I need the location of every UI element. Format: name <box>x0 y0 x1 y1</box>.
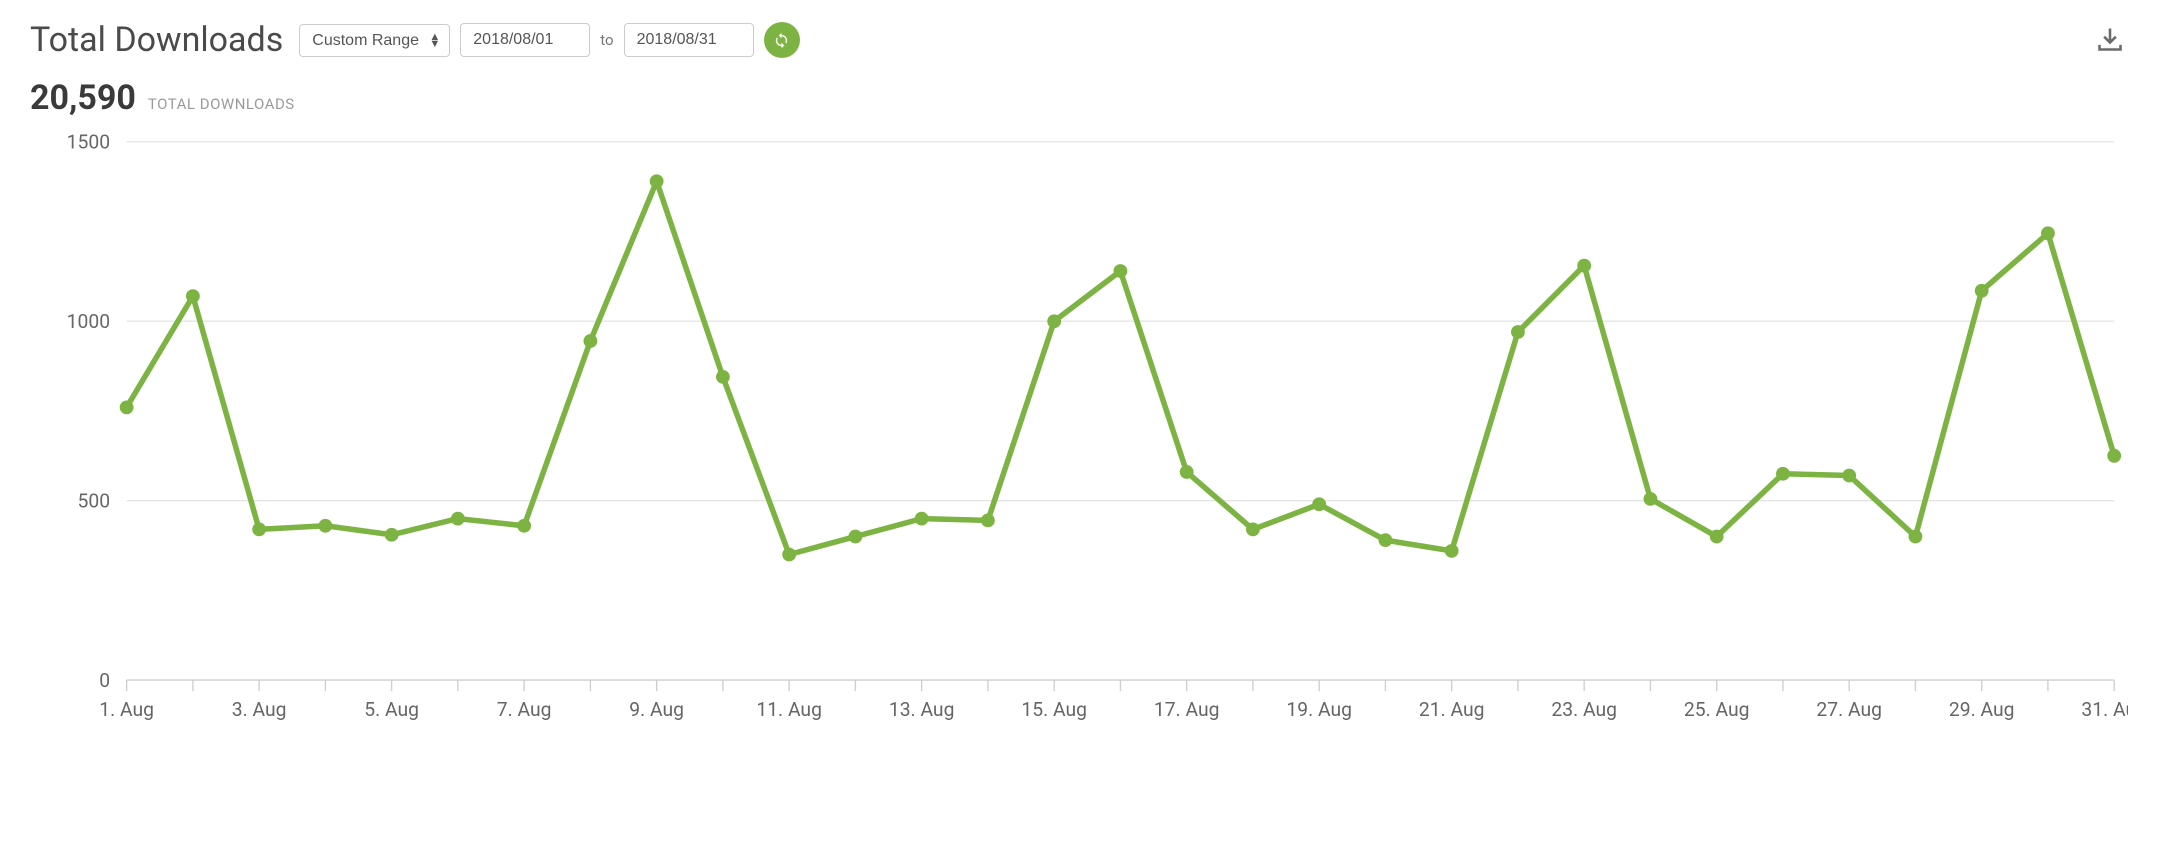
svg-text:7. Aug: 7. Aug <box>497 698 552 721</box>
svg-text:27. Aug: 27. Aug <box>1816 698 1882 721</box>
svg-text:3. Aug: 3. Aug <box>232 698 287 721</box>
svg-text:25. Aug: 25. Aug <box>1684 698 1750 721</box>
svg-text:19. Aug: 19. Aug <box>1286 698 1352 721</box>
svg-text:21. Aug: 21. Aug <box>1419 698 1485 721</box>
chart-svg: 0 500 1000 1500 1. Aug 3. Aug 5. Aug 7. Aug 9. A… <box>30 128 2128 735</box>
svg-text:500: 500 <box>77 490 110 513</box>
svg-text:17. Aug: 17. Aug <box>1154 698 1220 721</box>
svg-text:31. Aug: 31. Aug <box>2081 698 2128 721</box>
download-icon <box>2096 25 2124 53</box>
range-select[interactable]: Custom Range <box>299 24 450 57</box>
svg-text:15. Aug: 15. Aug <box>1021 698 1087 721</box>
range-select-wrap: Custom Range ▲▼ <box>299 24 450 57</box>
downloads-chart: 0 500 1000 1500 1. Aug 3. Aug 5. Aug 7. Aug 9. A… <box>30 128 2128 735</box>
svg-text:1000: 1000 <box>67 310 110 333</box>
svg-text:23. Aug: 23. Aug <box>1551 698 1617 721</box>
svg-text:1. Aug: 1. Aug <box>99 698 154 721</box>
svg-text:11. Aug: 11. Aug <box>756 698 822 721</box>
totals: 20,590 TOTAL DOWNLOADS <box>30 78 2128 118</box>
svg-text:0: 0 <box>99 669 110 692</box>
date-from-input[interactable] <box>460 23 590 57</box>
svg-text:13. Aug: 13. Aug <box>889 698 955 721</box>
refresh-button[interactable] <box>764 22 800 58</box>
svg-text:29. Aug: 29. Aug <box>1949 698 2015 721</box>
header-controls: Total Downloads Custom Range ▲▼ to <box>30 20 2128 60</box>
total-value: 20,590 <box>30 78 136 118</box>
date-to-input[interactable] <box>624 23 754 57</box>
page-title: Total Downloads <box>30 20 283 60</box>
svg-text:5. Aug: 5. Aug <box>364 698 419 721</box>
svg-text:1500: 1500 <box>67 131 110 154</box>
total-caption: TOTAL DOWNLOADS <box>148 95 295 113</box>
to-label: to <box>600 31 613 49</box>
refresh-icon <box>773 32 790 49</box>
svg-text:9. Aug: 9. Aug <box>629 698 684 721</box>
export-button[interactable] <box>2092 21 2128 60</box>
